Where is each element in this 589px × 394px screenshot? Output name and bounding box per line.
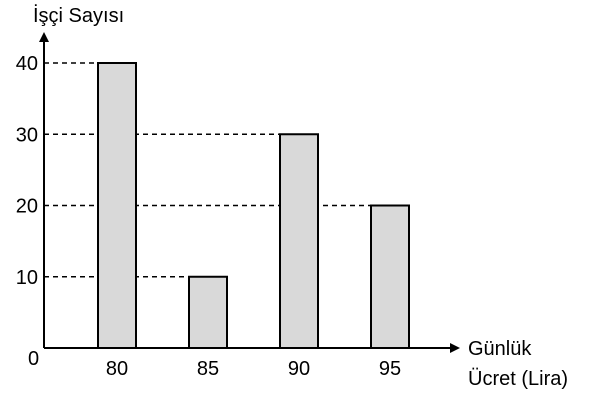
x-axis-label-line2: Ücret (Lira) [468,368,568,390]
x-tick-label-85: 85 [197,358,219,380]
x-axis-label-line1: Günlük [468,338,532,360]
bar-95 [370,204,410,349]
bar-80 [97,62,137,349]
y-tick-label-20: 20 [16,196,38,218]
origin-label: 0 [28,348,39,370]
x-tick-label-80: 80 [106,358,128,380]
bar-90 [279,133,319,349]
x-tick-label-90: 90 [288,358,310,380]
x-tick-labels: 80 85 90 95 [106,358,401,380]
x-tick-label-95: 95 [379,358,401,380]
y-tick-label-10: 10 [16,267,38,289]
y-tick-label-30: 30 [16,124,38,146]
y-tick-label-40: 40 [16,53,38,75]
bars [97,62,410,349]
dashed-guide-lines [44,62,371,278]
bar-85 [188,275,228,349]
y-tick-labels: 10 20 30 40 [16,53,38,289]
y-axis-label: İşçi Sayısı [33,4,124,27]
